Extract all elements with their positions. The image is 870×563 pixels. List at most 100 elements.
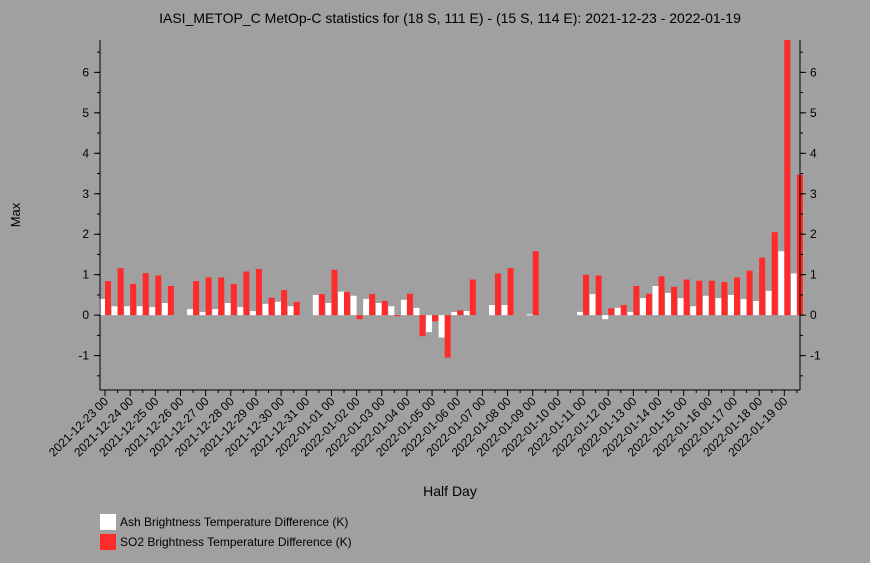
ash-bar-8 xyxy=(199,311,206,316)
so2-bar-25 xyxy=(419,315,426,337)
so2-bar-15 xyxy=(293,301,300,316)
ash-bar-17 xyxy=(312,294,319,316)
ash-bar-4 xyxy=(149,307,156,316)
legend-swatch-so2 xyxy=(100,534,116,550)
ash-bar-20 xyxy=(350,295,357,316)
ash-bar-23 xyxy=(388,306,395,316)
so2-bar-12 xyxy=(255,269,262,316)
ash-bar-9 xyxy=(212,309,219,316)
ash-bar-11 xyxy=(237,307,244,316)
ash-bar-32 xyxy=(501,305,508,316)
so2-bar-43 xyxy=(645,293,652,316)
y-axis-label: Max xyxy=(8,202,23,227)
ash-bar-26 xyxy=(426,315,433,333)
ash-bar-49 xyxy=(715,298,722,316)
y-tick-label-left: 4 xyxy=(82,146,89,160)
so2-bar-24 xyxy=(406,293,413,316)
ash-bar-29 xyxy=(463,311,470,316)
ash-bar-50 xyxy=(728,294,734,316)
y-tick-label-left: 0 xyxy=(82,308,89,322)
so2-bar-3 xyxy=(142,273,149,316)
y-tick-label-right: -1 xyxy=(810,349,821,363)
legend-label-so2: SO2 Brightness Temperature Difference (K… xyxy=(120,535,352,549)
ash-bar-19 xyxy=(338,291,345,316)
ash-bar-42 xyxy=(627,311,634,316)
so2-bar-17 xyxy=(318,294,325,316)
y-tick-label-left: -1 xyxy=(78,349,89,363)
ash-bar-22 xyxy=(375,303,382,316)
so2-bar-19 xyxy=(344,292,351,316)
ash-bar-14 xyxy=(275,301,282,316)
ash-bar-3 xyxy=(136,306,143,316)
so2-bar-42 xyxy=(633,286,640,316)
so2-bar-51 xyxy=(746,270,753,316)
so2-bar-2 xyxy=(130,283,137,316)
so2-bar-5 xyxy=(167,286,174,316)
so2-bar-39 xyxy=(595,275,602,316)
so2-bar-20 xyxy=(356,315,363,320)
so2-bar-31 xyxy=(494,273,501,316)
so2-bar-13 xyxy=(268,297,275,316)
y-tick-label-right: 2 xyxy=(810,227,817,241)
ash-bar-15 xyxy=(287,306,294,316)
legend: Ash Brightness Temperature Difference (K… xyxy=(100,512,352,552)
ash-bar-53 xyxy=(765,290,772,316)
ash-bar-0 xyxy=(99,298,105,316)
ash-bar-28 xyxy=(451,311,458,316)
y-tick-label-right: 3 xyxy=(810,187,817,201)
ash-bar-40 xyxy=(602,315,609,320)
ash-bar-46 xyxy=(677,298,684,316)
y-tick-label-left: 1 xyxy=(82,268,89,282)
ash-bar-51 xyxy=(740,298,747,316)
so2-bar-11 xyxy=(243,271,250,316)
so2-bar-18 xyxy=(331,269,338,316)
ash-bar-39 xyxy=(589,294,596,316)
ash-bar-47 xyxy=(690,306,697,316)
so2-bar-53 xyxy=(771,232,778,316)
so2-bar-0 xyxy=(105,281,111,316)
so2-bar-49 xyxy=(721,281,728,316)
ash-bar-54 xyxy=(778,251,785,316)
y-tick-label-left: 2 xyxy=(82,227,89,241)
so2-bar-10 xyxy=(230,283,237,316)
ash-bar-12 xyxy=(249,311,256,316)
bars-group xyxy=(99,40,803,358)
so2-bar-28 xyxy=(457,310,464,316)
y-tick-label-left: 6 xyxy=(82,65,89,79)
y-tick-label-right: 0 xyxy=(810,308,817,322)
ash-bar-48 xyxy=(702,295,709,316)
so2-bar-9 xyxy=(218,277,225,316)
so2-bar-45 xyxy=(671,286,678,316)
ash-bar-7 xyxy=(187,309,194,316)
y-tick-label-right: 5 xyxy=(810,106,817,120)
so2-bar-50 xyxy=(734,277,740,316)
ash-bar-1 xyxy=(111,306,118,316)
x-axis-label: Half Day xyxy=(423,483,477,499)
so2-bar-23 xyxy=(394,315,401,317)
so2-bar-7 xyxy=(193,281,200,316)
axes-group: -1 -1 0 0 1 1 2 2 3 3 4 4 5 5 6 6 xyxy=(78,40,821,396)
ash-bar-21 xyxy=(363,298,370,316)
y-tick-label-right: 1 xyxy=(810,268,817,282)
ash-bar-24 xyxy=(400,299,407,316)
chart-title: IASI_METOP_C MetOp-C statistics for (18 … xyxy=(159,10,741,26)
so2-bar-22 xyxy=(381,300,388,316)
legend-label-ash: Ash Brightness Temperature Difference (K… xyxy=(120,515,349,529)
so2-bar-32 xyxy=(507,268,514,316)
ash-bar-10 xyxy=(224,303,231,316)
ash-bar-55 xyxy=(790,273,797,316)
so2-bar-54 xyxy=(784,40,791,316)
y-tick-label-left: 5 xyxy=(82,106,89,120)
y-tick-label-right: 4 xyxy=(810,146,817,160)
so2-bar-41 xyxy=(620,305,627,316)
ash-bar-43 xyxy=(639,298,646,316)
ash-bar-38 xyxy=(577,311,584,316)
ash-bar-13 xyxy=(262,303,269,316)
legend-swatch-ash xyxy=(100,514,116,530)
so2-bar-40 xyxy=(608,308,615,316)
ash-bar-44 xyxy=(652,286,659,316)
so2-bar-34 xyxy=(532,251,539,316)
so2-bar-47 xyxy=(696,280,703,316)
